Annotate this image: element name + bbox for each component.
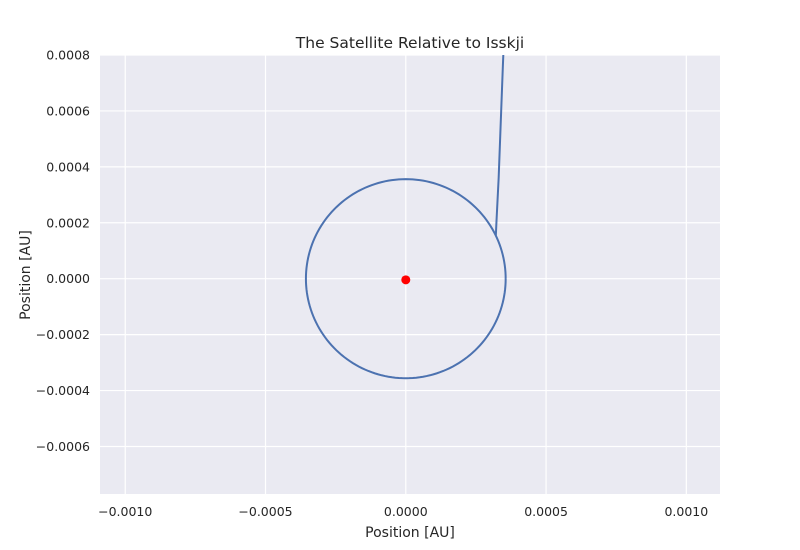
plot-background — [100, 55, 720, 494]
y-tick-label: 0.0002 — [46, 215, 90, 230]
x-tick-label: 0.0005 — [524, 504, 568, 519]
x-tick-label: 0.0000 — [384, 504, 428, 519]
y-tick-label: 0.0006 — [46, 103, 90, 118]
y-tick-labels: −0.0006 −0.0004 −0.0002 0.0000 0.0002 0.0004 0… — [36, 48, 90, 454]
x-tick-label: −0.0005 — [238, 504, 292, 519]
y-tick-label: 0.0000 — [46, 271, 90, 286]
x-axis-label: Position [AU] — [365, 525, 455, 541]
plot-area — [304, 55, 507, 380]
y-tick-label: −0.0002 — [36, 327, 90, 342]
planet-marker — [401, 275, 411, 285]
x-tick-labels: −0.0010 −0.0005 0.0000 0.0005 0.0010 — [98, 504, 708, 519]
x-tick-label: −0.0010 — [98, 504, 152, 519]
orbit-line — [304, 178, 507, 380]
y-tick-label: −0.0004 — [36, 383, 90, 398]
y-tick-label: 0.0004 — [46, 159, 90, 174]
x-tick-label: 0.0010 — [664, 504, 708, 519]
chart-title: The Satellite Relative to Isskji — [295, 34, 524, 52]
trajectory-line — [494, 55, 505, 236]
y-tick-label: 0.0008 — [46, 48, 90, 63]
y-axis-label: Position [AU] — [18, 230, 34, 320]
y-tick-label: −0.0006 — [36, 439, 90, 454]
